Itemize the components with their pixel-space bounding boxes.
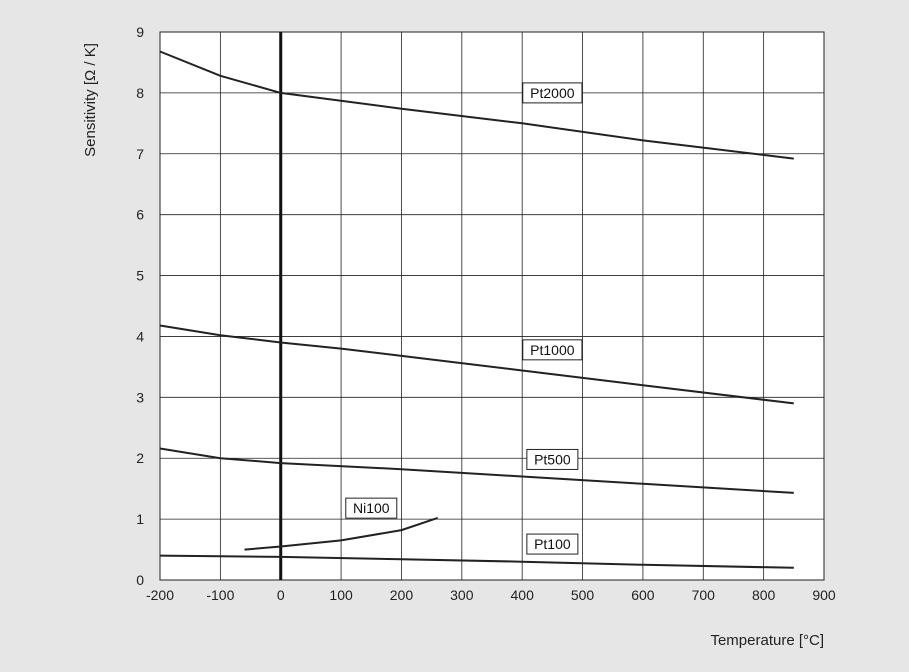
series-line-pt1000 xyxy=(159,324,794,405)
y-tick-label: 0 xyxy=(136,572,144,588)
y-tick-label: 4 xyxy=(136,328,144,344)
series-label-box-pt500 xyxy=(526,448,579,470)
y-tick-label: 7 xyxy=(136,146,144,162)
series-label-pt100: Pt100 xyxy=(534,536,571,552)
y-tick-label: 2 xyxy=(136,450,144,466)
series-label-pt500: Pt500 xyxy=(534,451,571,467)
series-label-pt2000: Pt2000 xyxy=(530,85,575,101)
y-tick-label: 1 xyxy=(136,511,144,527)
y-tick-label: 6 xyxy=(136,207,144,223)
series-label-box-pt1000 xyxy=(522,339,583,361)
x-axis-title: Temperature [°C] xyxy=(710,632,824,649)
series-label-pt1000: Pt1000 xyxy=(530,342,575,358)
x-tick-label: 200 xyxy=(390,587,414,603)
series-line-pt500 xyxy=(159,447,794,494)
y-tick-label: 3 xyxy=(136,389,144,405)
plot-frame xyxy=(159,31,825,581)
y-tick-label: 8 xyxy=(136,85,144,101)
grid xyxy=(159,31,825,581)
series-lines xyxy=(159,50,794,569)
tick-labels: -200 -100 0 100 200 300 400 500 600 700 800 900 0 1 2 3… xyxy=(136,24,836,603)
series-label-box-pt2000 xyxy=(522,82,583,104)
x-tick-label: 800 xyxy=(752,587,776,603)
x-tick-label: 700 xyxy=(692,587,716,603)
series-line-pt2000 xyxy=(159,50,794,160)
x-tick-label: 100 xyxy=(329,587,353,603)
series-label-ni100: Ni100 xyxy=(353,500,390,516)
y-axis-title: Sensitivity [Ω / K] xyxy=(82,43,99,157)
x-tick-label: 0 xyxy=(277,587,285,603)
x-tick-label: 300 xyxy=(450,587,474,603)
y-tick-label: 9 xyxy=(136,24,144,40)
y-tick-label: 5 xyxy=(136,268,144,284)
series-line-pt100 xyxy=(159,554,794,569)
series-label-box-pt100 xyxy=(526,533,579,555)
plot-area xyxy=(160,32,824,580)
series-line-ni100 xyxy=(244,516,439,551)
series-label-box-ni100 xyxy=(345,497,398,519)
x-tick-label: 400 xyxy=(511,587,535,603)
x-tick-label: 900 xyxy=(812,587,836,603)
x-tick-label: 500 xyxy=(571,587,595,603)
x-tick-label: -200 xyxy=(146,587,174,603)
series-labels: Pt2000 Pt1000 Pt500 Ni100 Pt100 xyxy=(345,82,583,555)
x-tick-label: -100 xyxy=(206,587,234,603)
x-tick-label: 600 xyxy=(631,587,655,603)
